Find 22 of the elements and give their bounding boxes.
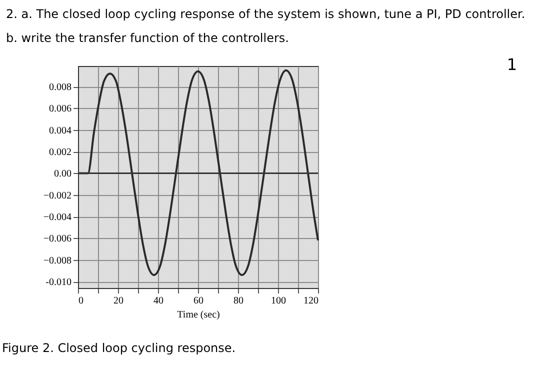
x-tick-label: 80 [234,296,244,306]
chart-subtitle: b. write the transfer function of the controllers. [6,31,289,45]
y-tick-label: -0.010 [46,277,72,288]
y-tick-label: −0.002 [43,190,72,202]
x-tick-label: 0 [78,296,84,306]
text: 1 [506,55,518,74]
x-tick-label: 120 [304,296,318,306]
y-tick-label: 0.002 [49,147,72,158]
x-tick-label: 100 [271,296,286,306]
y-tick-label: 0.006 [49,104,72,115]
x-tick-label: 60 [194,296,204,306]
chart-title: 2. a. The closed loop cycling response of the system is shown, tune a PI, PD controller. [6,7,526,21]
y-tick-label: −0.004 [43,212,72,224]
y-tick-label: 0.008 [49,82,72,94]
caption: Figure 2. Closed loop cycling response. [2,341,236,355]
y-tick-label: −0.006 [43,234,72,245]
y-tick-label: 0.004 [49,125,72,136]
x-axis-title: Time (sec) [177,310,220,320]
x-tick-label: 20 [114,296,124,306]
x-tick-label: 40 [154,296,164,306]
y-tick-label: 0.00 [54,168,72,180]
y-tick-label: −0.008 [43,255,72,266]
